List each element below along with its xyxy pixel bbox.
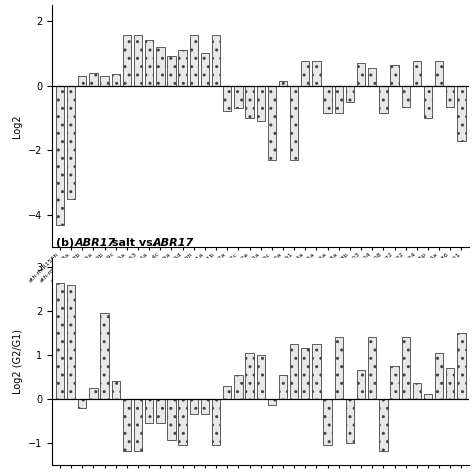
Bar [178, 50, 187, 86]
Bar [301, 61, 310, 86]
Bar [111, 74, 120, 86]
Bar [234, 374, 243, 399]
Bar [413, 383, 421, 399]
Bar [212, 399, 220, 445]
Bar [111, 381, 120, 399]
Bar [335, 86, 343, 113]
Bar [223, 86, 231, 111]
Bar [134, 36, 142, 86]
Bar [123, 36, 131, 86]
Bar [145, 399, 154, 423]
Bar [223, 385, 231, 399]
Bar [67, 285, 75, 399]
Bar [435, 353, 443, 399]
Bar [78, 76, 86, 86]
Bar [279, 374, 287, 399]
Bar [100, 76, 109, 86]
Bar [256, 355, 265, 399]
Text: (b): (b) [56, 238, 78, 248]
Bar [279, 81, 287, 86]
Y-axis label: Log2 (G2/G1): Log2 (G2/G1) [13, 329, 23, 394]
Bar [379, 399, 388, 451]
Bar [368, 337, 376, 399]
Bar [89, 388, 98, 399]
Bar [78, 399, 86, 408]
Bar [391, 64, 399, 86]
Bar [268, 86, 276, 160]
Bar [457, 333, 465, 399]
Bar [413, 61, 421, 86]
Bar [446, 368, 455, 399]
Bar [167, 399, 176, 440]
Bar [145, 40, 154, 86]
Bar [190, 399, 198, 414]
Bar [246, 353, 254, 399]
Bar [212, 36, 220, 86]
Bar [167, 56, 176, 86]
Bar [312, 344, 320, 399]
Bar [190, 36, 198, 86]
Bar [100, 313, 109, 399]
Bar [401, 337, 410, 399]
Bar [424, 86, 432, 118]
Y-axis label: Log2: Log2 [12, 114, 22, 138]
Bar [246, 86, 254, 118]
Bar [290, 86, 298, 160]
Bar [301, 348, 310, 399]
Bar [56, 283, 64, 399]
Bar [201, 53, 209, 86]
Bar [290, 344, 298, 399]
Bar [401, 86, 410, 107]
Bar [323, 86, 332, 113]
Bar [312, 61, 320, 86]
Bar [368, 68, 376, 86]
Bar [156, 399, 164, 423]
Bar [379, 86, 388, 113]
Text: ABR17: ABR17 [75, 238, 116, 248]
Bar [123, 399, 131, 451]
Bar [335, 337, 343, 399]
Bar [323, 399, 332, 445]
Text: ABR17: ABR17 [152, 238, 193, 248]
Bar [134, 399, 142, 451]
Bar [89, 73, 98, 86]
Bar [424, 394, 432, 399]
Bar [357, 63, 365, 86]
Bar [256, 86, 265, 121]
Bar [346, 399, 354, 443]
Bar [178, 399, 187, 445]
Bar [56, 86, 64, 225]
Bar [201, 399, 209, 414]
Bar [67, 86, 75, 199]
Bar [391, 366, 399, 399]
Bar [156, 47, 164, 86]
Bar [268, 399, 276, 405]
Bar [234, 86, 243, 108]
Bar [435, 61, 443, 86]
Bar [357, 370, 365, 399]
Bar [457, 86, 465, 140]
Text: salt vs.: salt vs. [109, 238, 161, 248]
Bar [446, 86, 455, 107]
Bar [346, 86, 354, 102]
